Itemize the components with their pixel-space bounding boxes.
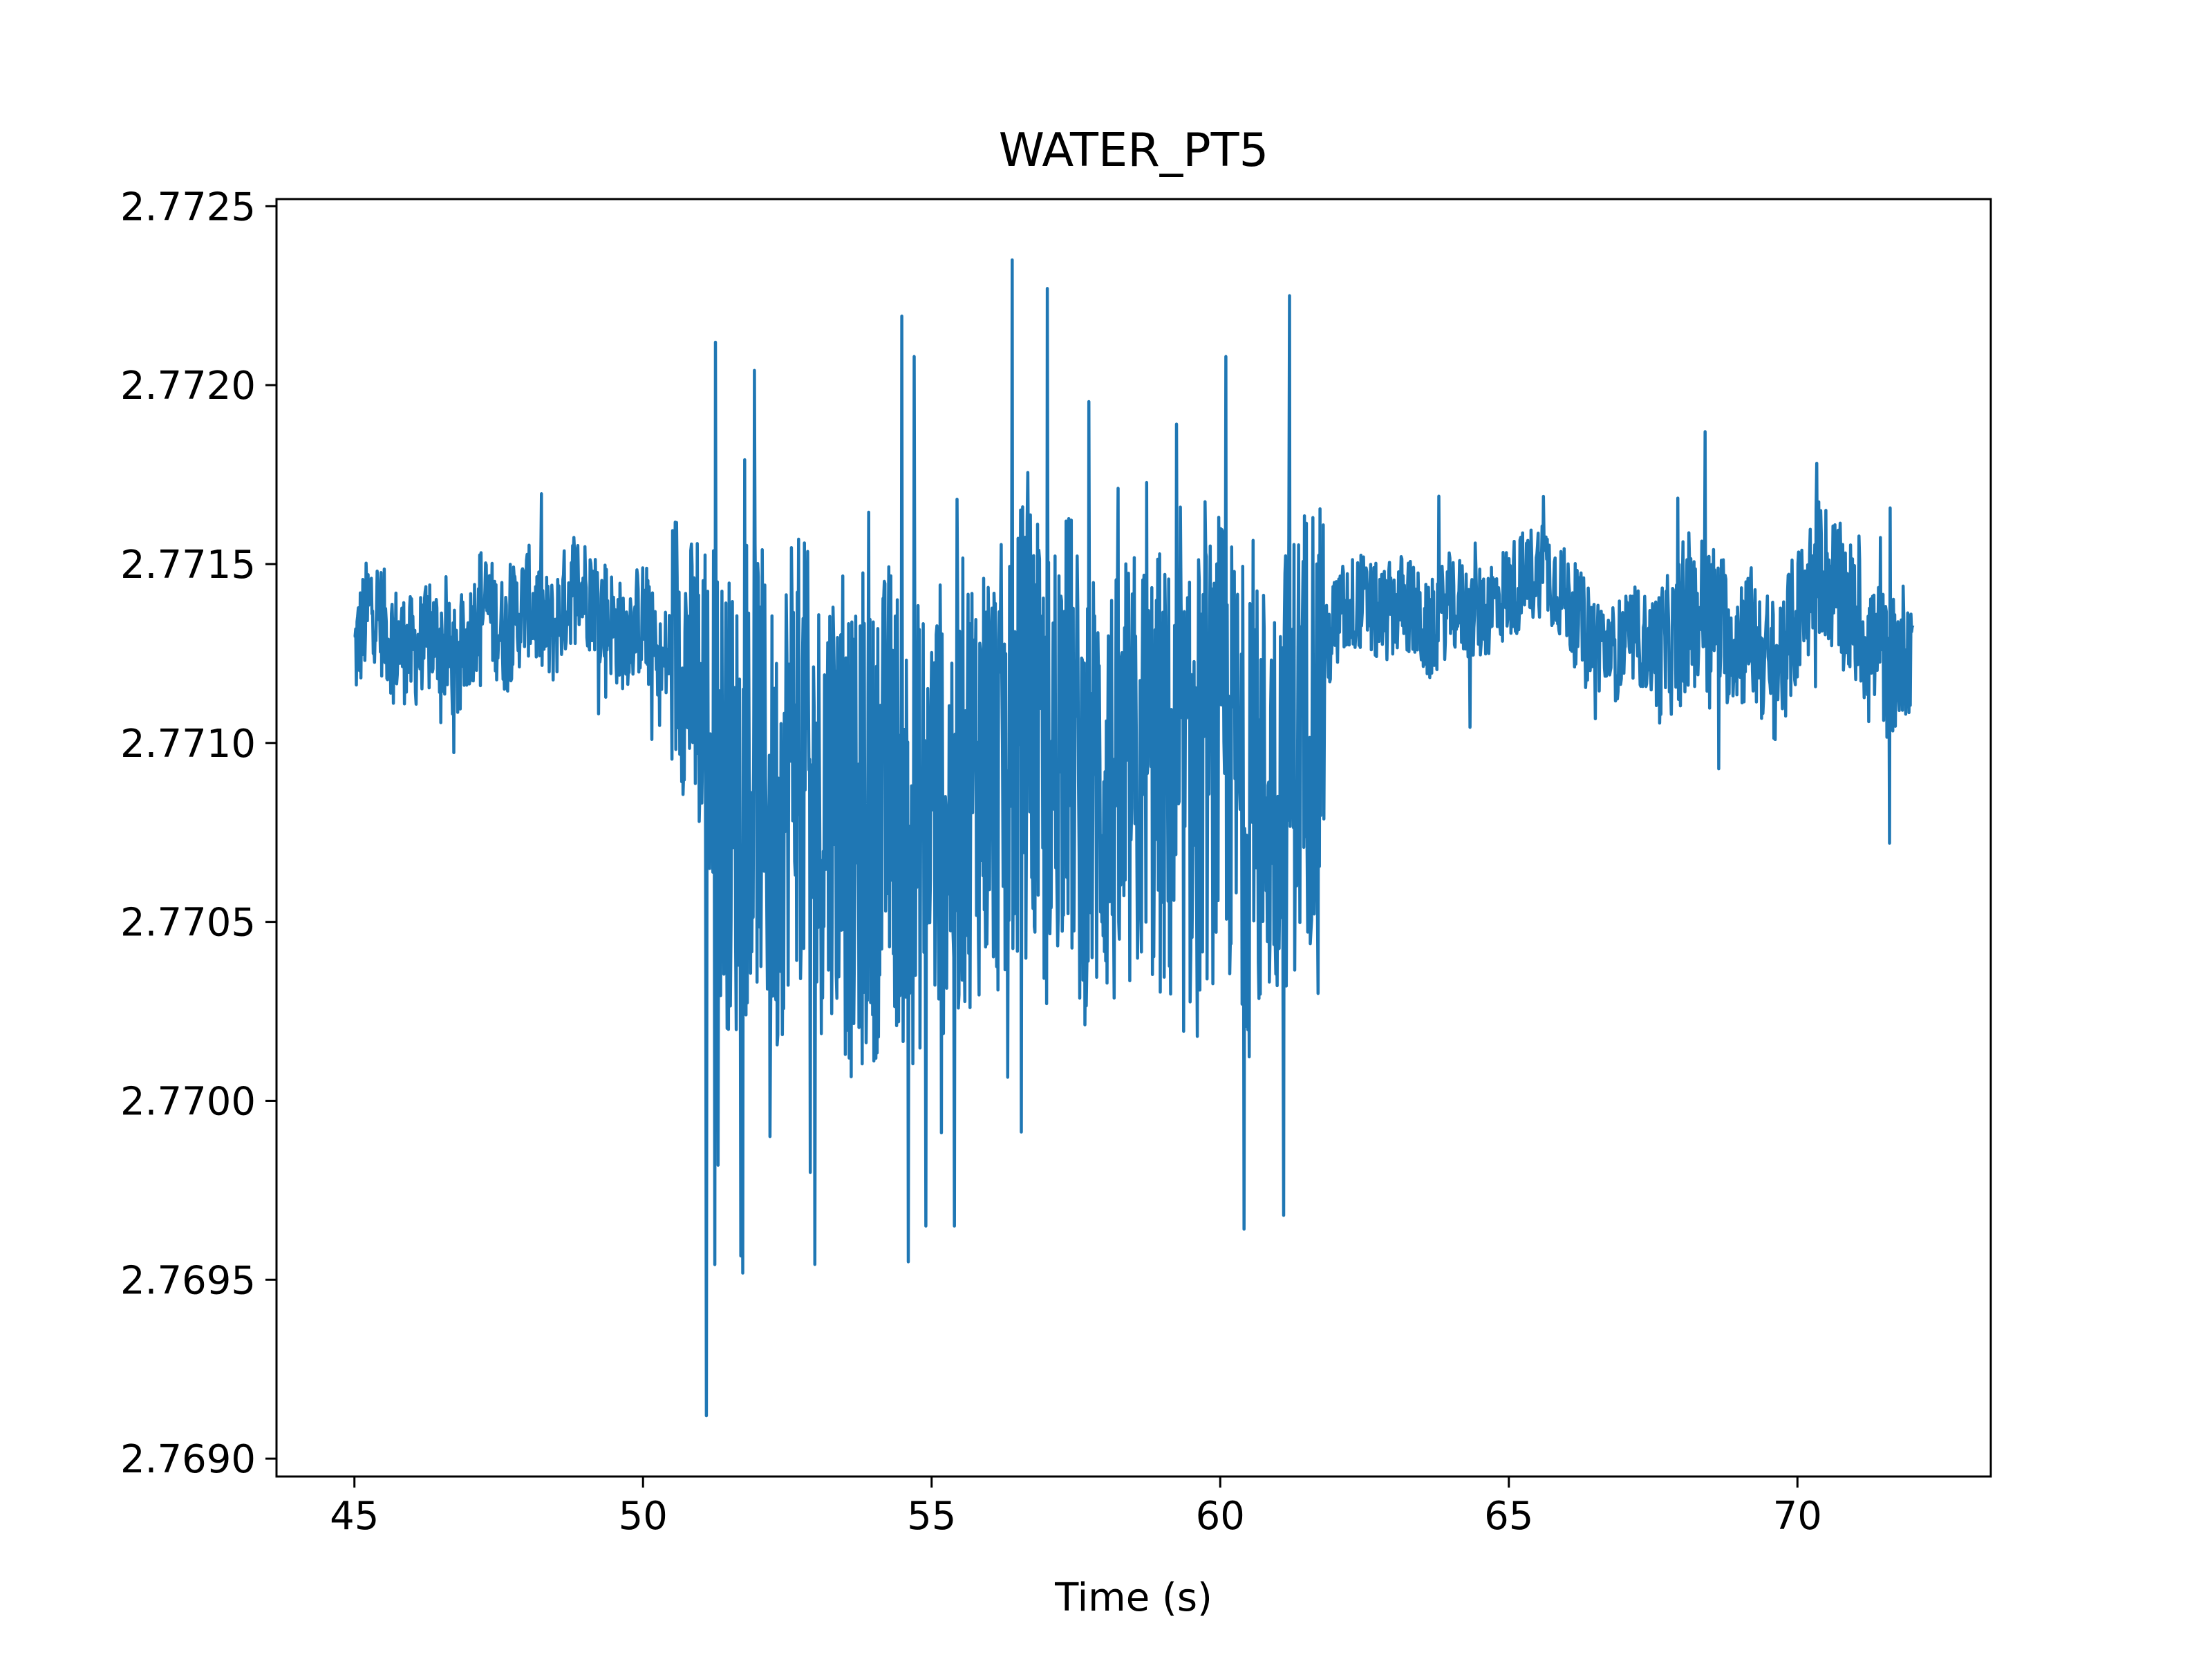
x-tick-label: 55 <box>907 1494 956 1539</box>
x-tick-label: 50 <box>619 1494 668 1539</box>
series-line <box>353 258 1915 1418</box>
y-tick-label: 2.7710 <box>120 722 256 767</box>
y-tick-label: 2.7725 <box>120 185 256 229</box>
x-axis: 45 50 55 60 65 70 <box>330 1477 1822 1539</box>
plot-frame <box>275 198 1992 1478</box>
y-tick-label: 2.7695 <box>120 1258 256 1303</box>
y-tick-label: 2.7715 <box>120 543 256 588</box>
y-tick-label: 2.7690 <box>120 1437 256 1482</box>
y-axis: 2.7690 2.7695 2.7700 2.7705 2.7710 2.7715 2.77… <box>120 185 276 1482</box>
plot-series <box>353 258 1915 1418</box>
x-tick-label: 45 <box>330 1494 379 1539</box>
y-tick-label: 2.7700 <box>120 1079 256 1124</box>
y-tick-label: 2.7705 <box>120 901 256 946</box>
x-tick-label: 65 <box>1484 1494 1533 1539</box>
chart-title: WATER_PT5 <box>999 123 1268 177</box>
y-tick-label: 2.7720 <box>120 364 256 409</box>
x-axis-label: Time (s) <box>1054 1575 1212 1620</box>
x-tick-label: 70 <box>1773 1494 1822 1539</box>
x-tick-label: 60 <box>1196 1494 1245 1539</box>
